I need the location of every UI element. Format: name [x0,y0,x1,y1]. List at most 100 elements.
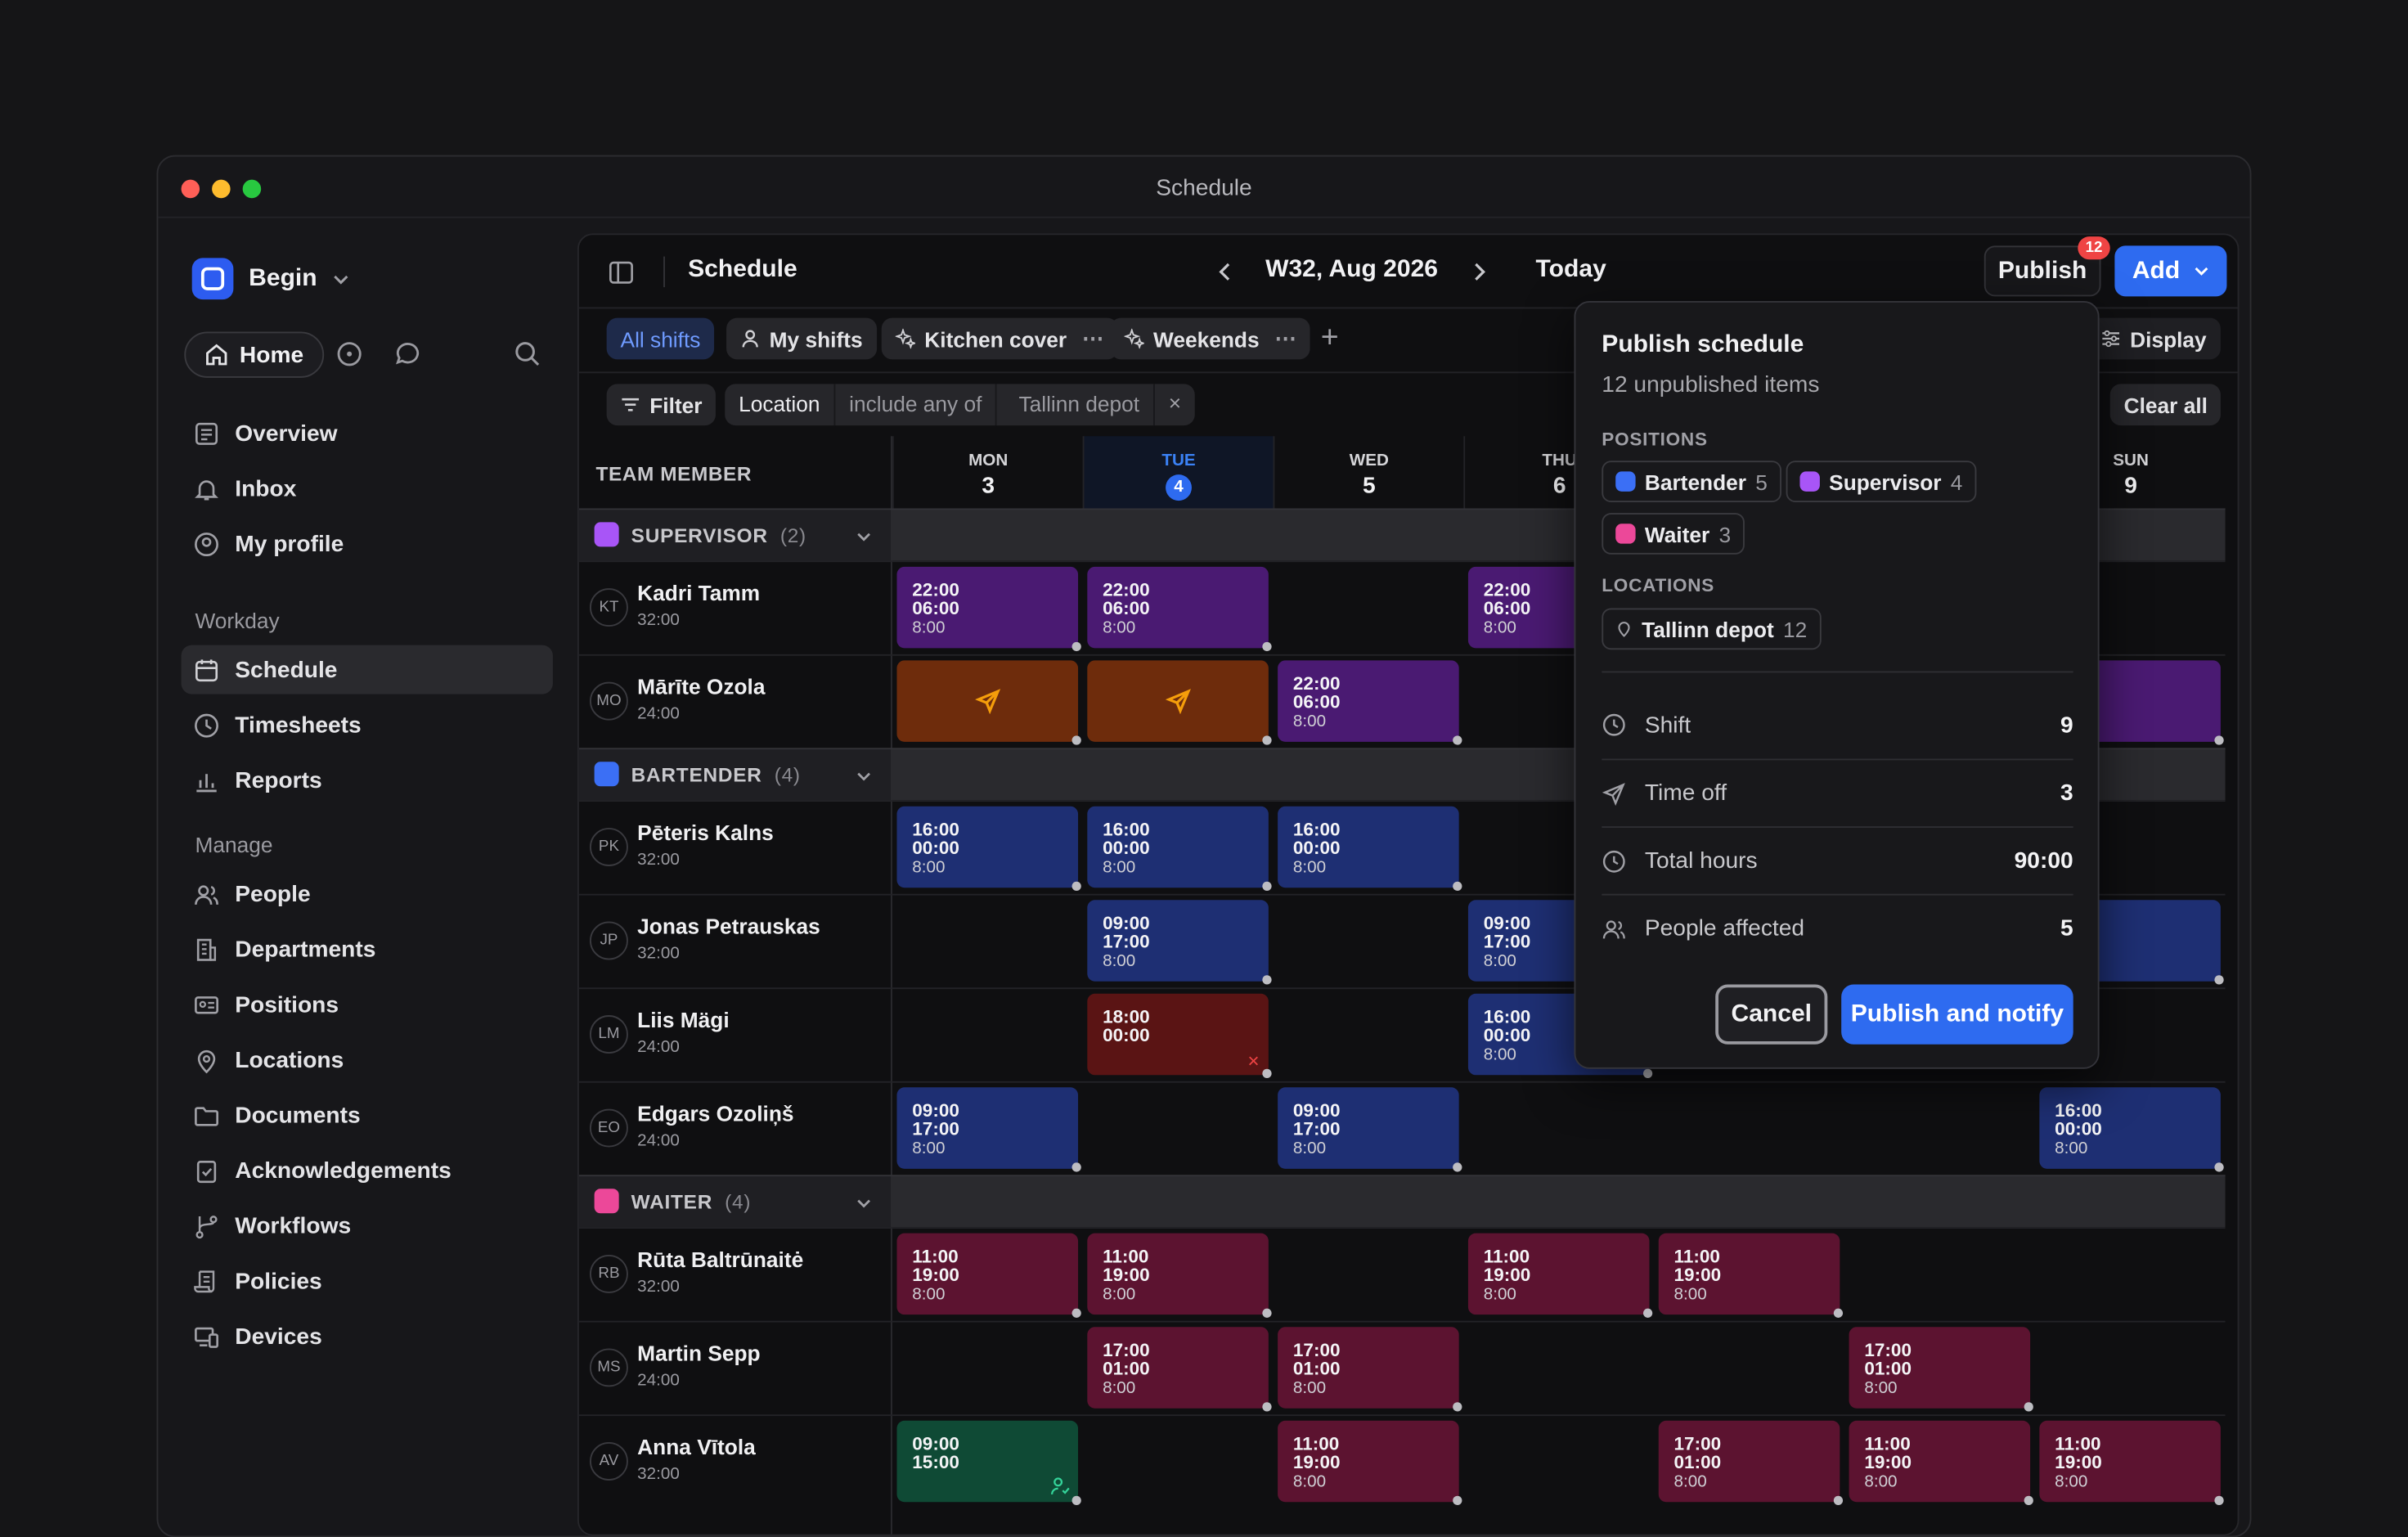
chevron-down-icon[interactable] [856,768,873,785]
resize-handle[interactable] [1071,1308,1081,1318]
member-row[interactable]: KT Kadri Tamm 32:00 [578,560,2226,654]
resize-handle[interactable] [1833,1495,1844,1505]
time-off-block[interactable] [1087,660,1272,745]
shift-block[interactable]: 16:00 00:00 8:00 [2039,1087,2224,1172]
resize-handle[interactable] [1071,641,1081,652]
resize-handle[interactable] [1453,1162,1462,1172]
add-button[interactable]: Add [2114,245,2227,297]
sidebar-item-inbox[interactable]: Inbox [182,464,553,513]
resize-handle[interactable] [2214,975,2224,985]
shift-block[interactable]: 17:00 01:00 8:00 [1849,1327,2033,1412]
sidebar-item-timesheets[interactable]: Timesheets [182,700,553,749]
shift-block[interactable]: 11:00 19:00 8:00 [1087,1233,1272,1318]
member-row[interactable]: RB Rūta Baltrūnaitė 32:00 [578,1227,2226,1321]
sidebar-item-policies[interactable]: Policies [182,1256,553,1306]
time-off-block[interactable] [896,660,1081,745]
resize-handle[interactable] [2024,1495,2033,1505]
next-week-chevron-icon[interactable] [1468,261,1489,282]
sidebar-item-my-profile[interactable]: My profile [182,519,553,569]
resize-handle[interactable] [1262,641,1272,652]
resize-handle[interactable] [1262,1402,1272,1412]
display-button[interactable]: Display [2087,317,2221,360]
shift-block[interactable]: 11:00 19:00 8:00 [1658,1233,1844,1318]
sidebar-item-people[interactable]: People [182,870,553,919]
member-row[interactable]: MO Mārīte Ozola 24:00 [578,654,2226,748]
sidebar-item-departments[interactable]: Departments [182,924,553,973]
publish-and-notify-button[interactable]: Publish and notify [1841,984,2073,1045]
shift-block[interactable]: 17:00 01:00 8:00 [1278,1327,1462,1412]
resize-handle[interactable] [1262,1068,1272,1079]
search-icon[interactable] [514,341,541,367]
filter-field[interactable]: Location [725,384,836,426]
shift-block[interactable]: 09:00 17:00 8:00 [1087,900,1272,985]
workspace-switcher[interactable]: Begin [191,258,351,300]
shift-block[interactable]: 11:00 19:00 8:00 [896,1233,1081,1318]
resize-handle[interactable] [1262,735,1272,745]
resize-handle[interactable] [1071,881,1081,891]
shift-block[interactable]: 16:00 00:00 8:00 [1087,806,1272,891]
location-filter-chip[interactable]: Location include any of Tallinn depot × [725,384,1196,426]
shift-block[interactable]: 11:00 19:00 8:00 [1849,1420,2033,1505]
member-row[interactable]: EO Edgars Ozoliņš 24:00 [578,1081,2226,1175]
shift-block[interactable]: 09:00 17:00 8:00 [896,1087,1081,1172]
filter-button[interactable]: Filter [606,384,717,426]
shift-block[interactable]: 16:00 00:00 8:00 [1278,806,1462,891]
shift-block[interactable]: 17:00 01:00 8:00 [1087,1327,1272,1412]
shift-block[interactable]: 09:00 15:00 [896,1420,1081,1505]
minimize-window-button[interactable] [212,179,231,199]
sidebar-item-reports[interactable]: Reports [182,756,553,805]
chat-icon[interactable] [395,341,421,367]
shift-block[interactable]: 18:00 00:00 × [1087,993,1272,1079]
prev-week-chevron-icon[interactable] [1215,261,1236,282]
member-row[interactable]: LM Liis Mägi 24:00 [578,987,2226,1081]
shift-block[interactable]: 16:00 00:00 8:00 [896,806,1081,891]
member-row[interactable]: PK Pēteris Kalns 32:00 [578,800,2226,894]
home-button[interactable]: Home [184,331,324,378]
member-row[interactable]: MS Martin Sepp 24:00 [578,1320,2226,1415]
resize-handle[interactable] [1453,1495,1462,1505]
resize-handle[interactable] [2024,1402,2033,1412]
resize-handle[interactable] [1453,1402,1462,1412]
cancel-button[interactable]: Cancel [1715,984,1828,1045]
shift-block[interactable]: 17:00 01:00 8:00 [1658,1420,1844,1505]
sidebar-item-devices[interactable]: Devices [182,1311,553,1360]
tab-weekends[interactable]: Weekends ⋯ [1110,317,1310,360]
tab-kitchen-cover[interactable]: Kitchen cover ⋯ [881,317,1118,360]
shift-block[interactable]: 09:00 17:00 8:00 [1278,1087,1462,1172]
close-window-button[interactable] [181,179,200,199]
group-row-waiter[interactable]: WAITER (4) [578,1175,2226,1228]
shift-block[interactable]: 11:00 19:00 8:00 [1278,1420,1462,1505]
resize-handle[interactable] [2214,1162,2224,1172]
zoom-window-button[interactable] [242,179,262,199]
sidebar-item-schedule[interactable]: Schedule [181,645,553,694]
chevron-down-icon[interactable] [856,528,873,546]
shift-block[interactable]: 22:00 06:00 8:00 [1278,660,1462,745]
member-row[interactable]: JP Jonas Petrauskas 32:00 [578,893,2226,988]
sidebar-item-workflows[interactable]: Workflows [182,1201,553,1250]
clear-all-button[interactable]: Clear all [2109,384,2222,426]
resize-handle[interactable] [2214,1495,2224,1505]
today-button[interactable]: Today [1535,256,1606,283]
resize-handle[interactable] [1833,1308,1844,1318]
resize-handle[interactable] [2214,735,2224,745]
filter-value[interactable]: Tallinn depot [997,384,1155,426]
resize-handle[interactable] [1262,1308,1272,1318]
resize-handle[interactable] [1642,1308,1653,1318]
more-options-icon[interactable]: ⋯ [1274,326,1296,351]
tab-all-shifts[interactable]: All shifts [606,317,715,360]
shift-block[interactable]: 11:00 19:00 8:00 [1467,1233,1653,1318]
sidebar-item-acknowledgements[interactable]: Acknowledgements [182,1146,553,1195]
sidebar-item-documents[interactable]: Documents [182,1090,553,1139]
shift-block[interactable]: 22:00 06:00 8:00 [1087,566,1272,652]
resize-handle[interactable] [1262,975,1272,985]
shift-block[interactable]: 22:00 06:00 8:00 [896,566,1081,652]
more-options-icon[interactable]: ⋯ [1081,326,1104,351]
resize-handle[interactable] [1071,735,1081,745]
shift-block[interactable]: 11:00 19:00 8:00 [2039,1420,2224,1505]
sidebar-item-locations[interactable]: Locations [182,1035,553,1084]
resize-handle[interactable] [1453,735,1462,745]
resize-handle[interactable] [1071,1162,1081,1172]
resize-handle[interactable] [1642,1068,1653,1079]
sidebar-toggle-icon[interactable] [609,259,635,285]
member-row[interactable]: AV Anna Vītola 32:00 [578,1414,2226,1508]
